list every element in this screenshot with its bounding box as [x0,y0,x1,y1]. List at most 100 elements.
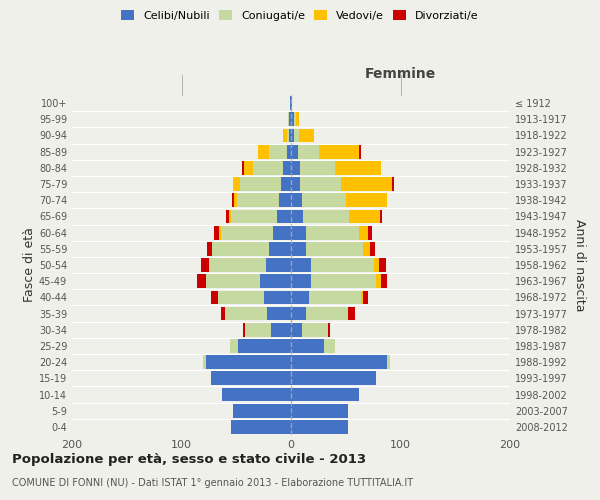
Bar [307,242,363,256]
Bar [253,161,283,174]
Bar [335,161,381,174]
Bar [206,242,212,256]
Bar [388,356,389,369]
Bar [291,323,302,336]
Bar [291,274,311,288]
Bar [302,194,346,207]
Bar [221,226,274,239]
Bar [201,258,209,272]
Bar [269,145,287,158]
Bar [211,372,291,385]
Bar [238,194,279,207]
Bar [238,339,291,353]
Y-axis label: Fasce di età: Fasce di età [23,228,36,302]
Bar [214,226,219,239]
Bar [302,323,328,336]
Bar [281,177,291,191]
Bar [289,128,291,142]
Bar [291,290,308,304]
Bar [308,290,361,304]
Bar [225,306,267,320]
Bar [260,274,291,288]
Bar [221,306,226,320]
Bar [287,128,289,142]
Bar [266,258,291,272]
Bar [212,242,269,256]
Bar [319,145,359,158]
Bar [197,274,206,288]
Bar [291,420,348,434]
Bar [206,356,291,369]
Bar [311,274,376,288]
Bar [300,177,341,191]
Bar [291,306,307,320]
Bar [245,323,271,336]
Bar [303,210,349,224]
Bar [209,258,266,272]
Bar [218,290,263,304]
Bar [300,161,335,174]
Bar [291,372,376,385]
Bar [294,128,299,142]
Bar [234,194,238,207]
Bar [379,258,386,272]
Bar [263,290,291,304]
Bar [307,226,359,239]
Bar [291,128,294,142]
Bar [203,356,206,369]
Bar [231,420,291,434]
Bar [346,194,388,207]
Bar [291,258,311,272]
Bar [328,323,331,336]
Bar [243,323,245,336]
Bar [233,404,291,417]
Bar [370,242,376,256]
Text: COMUNE DI FONNI (NU) - Dati ISTAT 1° gennaio 2013 - Elaborazione TUTTITALIA.IT: COMUNE DI FONNI (NU) - Dati ISTAT 1° gen… [12,478,413,488]
Bar [291,404,348,417]
Bar [219,226,221,239]
Bar [232,194,234,207]
Bar [291,145,298,158]
Bar [291,388,359,402]
Bar [226,210,229,224]
Bar [229,210,231,224]
Bar [380,210,382,224]
Bar [294,112,296,126]
Bar [349,210,380,224]
Bar [324,339,335,353]
Bar [288,112,289,126]
Text: Femmine: Femmine [365,68,436,82]
Bar [283,128,287,142]
Bar [299,128,314,142]
Bar [239,177,281,191]
Bar [361,290,363,304]
Bar [291,210,303,224]
Bar [267,306,291,320]
Bar [291,177,300,191]
Legend: Celibi/Nubili, Coniugati/e, Vedovi/e, Divorziati/e: Celibi/Nubili, Coniugati/e, Vedovi/e, Di… [119,8,481,23]
Bar [291,112,294,126]
Bar [376,274,381,288]
Bar [291,161,300,174]
Bar [291,356,388,369]
Bar [291,194,302,207]
Bar [291,96,292,110]
Bar [374,258,379,272]
Bar [368,226,372,239]
Bar [242,161,244,174]
Bar [290,96,291,110]
Bar [291,339,324,353]
Bar [269,242,291,256]
Bar [279,194,291,207]
Bar [283,161,291,174]
Bar [363,242,370,256]
Bar [307,306,348,320]
Bar [289,112,291,126]
Bar [222,388,291,402]
Bar [244,161,253,174]
Bar [271,323,291,336]
Bar [233,177,239,191]
Bar [211,290,218,304]
Y-axis label: Anni di nascita: Anni di nascita [573,219,586,311]
Bar [348,306,355,320]
